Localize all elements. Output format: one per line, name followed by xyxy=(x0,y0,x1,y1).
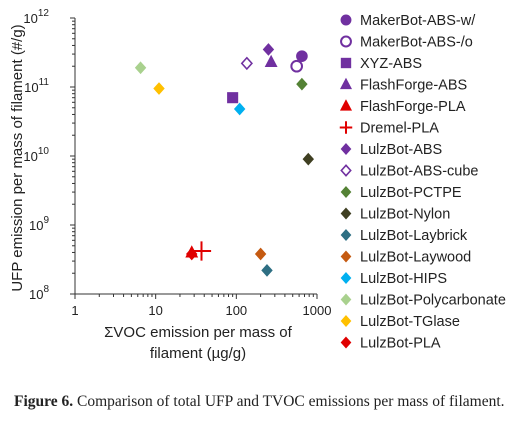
data-point xyxy=(254,247,267,261)
y-tick-label: 108 xyxy=(29,284,49,302)
legend-marker xyxy=(340,293,352,306)
legend-label: LulzBot-ABS-cube xyxy=(360,164,478,180)
legend-label: LulzBot-ABS xyxy=(360,142,442,158)
data-point xyxy=(240,56,253,71)
data-point xyxy=(233,102,246,116)
legend-label: LulzBot-PCTPE xyxy=(360,185,462,201)
data-point xyxy=(264,54,278,68)
legend-label: LulzBot-Laywood xyxy=(360,250,471,266)
x-tick-label: 1 xyxy=(71,303,78,318)
data-point xyxy=(302,152,315,166)
data-point xyxy=(296,77,308,91)
plot-axes xyxy=(70,17,318,299)
y-axis-label: UFP emission per mass of filament (#/g) xyxy=(9,24,26,291)
legend-marker xyxy=(340,207,352,220)
data-point xyxy=(261,264,273,277)
legend-marker xyxy=(340,164,352,177)
legend-label: LulzBot-Polycarbonate xyxy=(360,293,506,309)
legend-marker xyxy=(340,229,352,241)
data-points xyxy=(134,43,315,277)
data-point xyxy=(134,61,147,75)
legend-marker xyxy=(340,14,352,26)
legend: MakerBot-ABS-w/MakerBot-ABS-/o XYZ-ABS Fla… xyxy=(339,13,506,352)
legend-label: MakerBot-ABS-/o xyxy=(360,35,473,51)
data-point xyxy=(290,59,304,73)
legend-label: LulzBot-TGlase xyxy=(360,314,460,330)
legend-marker xyxy=(340,186,352,198)
caption-text: Comparison of total UFP and TVOC emissio… xyxy=(77,393,505,410)
y-tick-label: 109 xyxy=(29,215,49,233)
y-tick-label: 1010 xyxy=(23,146,49,164)
legend-marker xyxy=(340,57,352,69)
y-tick-label: 1012 xyxy=(23,8,49,26)
data-point xyxy=(227,92,239,104)
caption-label: Figure 6. xyxy=(14,393,74,410)
legend-marker xyxy=(340,272,352,284)
data-point xyxy=(191,241,212,261)
legend-marker xyxy=(339,121,353,134)
y-tick-labels: 108 109 1010 1011 1012 xyxy=(23,8,49,302)
legend-label: FlashForge-ABS xyxy=(360,78,467,94)
legend-marker xyxy=(340,315,352,327)
legend-label: Dremel-PLA xyxy=(360,121,439,137)
legend-label: LulzBot-HIPS xyxy=(360,271,447,287)
legend-marker xyxy=(339,77,353,90)
legend-label: LulzBot-Nylon xyxy=(360,207,450,223)
legend-label: MakerBot-ABS-w/ xyxy=(360,13,476,29)
legend-label: FlashForge-PLA xyxy=(360,99,466,115)
legend-marker xyxy=(340,250,352,263)
legend-marker xyxy=(340,35,352,48)
data-point xyxy=(262,43,275,56)
legend-marker xyxy=(340,143,352,155)
figure-caption: Figure 6. Comparison of total UFP and TV… xyxy=(14,392,514,411)
x-tick-label: 100 xyxy=(225,303,247,318)
x-tick-label: 10 xyxy=(148,303,162,318)
data-point xyxy=(296,50,308,62)
legend-label: LulzBot-Laybrick xyxy=(360,228,468,244)
legend-label: LulzBot-PLA xyxy=(360,336,441,352)
data-point xyxy=(153,82,165,95)
y-tick-label: 1011 xyxy=(24,77,49,95)
legend-label: XYZ-ABS xyxy=(360,56,422,72)
x-axis-label-line-2: filament (µg/g) xyxy=(150,345,246,362)
legend-marker xyxy=(340,336,352,349)
x-tick-label: 1000 xyxy=(303,303,332,318)
x-axis-label-line-1: ΣVOC emission per mass of xyxy=(104,324,292,341)
x-tick-labels: 1 10 100 1000 xyxy=(71,303,331,318)
legend-marker xyxy=(339,99,353,111)
data-point xyxy=(186,247,198,261)
